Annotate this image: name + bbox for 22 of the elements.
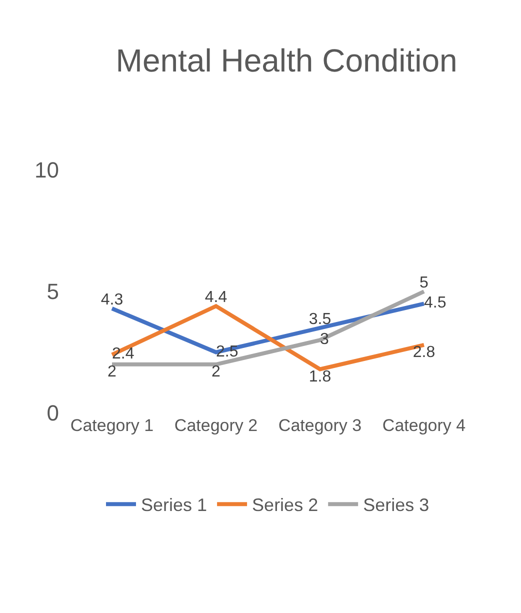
data-label: 2 (212, 363, 221, 380)
x-tick-label: Category 1 (70, 416, 154, 435)
y-tick-label: 5 (46, 279, 59, 304)
data-label: 3 (320, 331, 329, 348)
data-label: 3.5 (308, 310, 332, 328)
y-tick-label: 0 (46, 400, 59, 426)
data-label: 2.4 (112, 346, 134, 363)
data-label: 4.3 (100, 292, 124, 309)
data-label: 4.4 (204, 289, 228, 306)
chart-title: Mental Health Condition (116, 42, 458, 78)
x-tick-label: Category 3 (278, 416, 362, 435)
data-label: 5 (420, 274, 429, 292)
legend-label: Series 1 (141, 495, 208, 516)
x-tick-label: Category 4 (382, 416, 466, 435)
data-label: 2.8 (412, 344, 436, 361)
y-tick-label: 10 (34, 158, 59, 183)
x-tick-label: Category 2 (174, 416, 258, 435)
legend-label: Series 3 (363, 495, 430, 516)
data-label: 2 (108, 363, 117, 380)
data-label: 4.5 (424, 294, 446, 312)
legend-label: Series 2 (252, 495, 318, 516)
data-label: 1.8 (308, 368, 332, 386)
